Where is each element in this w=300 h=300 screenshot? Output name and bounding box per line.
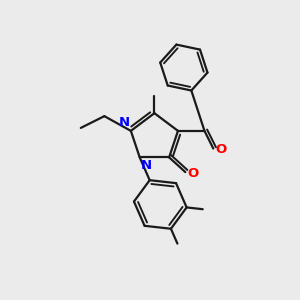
Text: O: O xyxy=(188,167,199,180)
Text: N: N xyxy=(118,116,129,129)
Text: O: O xyxy=(215,143,226,156)
Text: N: N xyxy=(141,159,152,172)
